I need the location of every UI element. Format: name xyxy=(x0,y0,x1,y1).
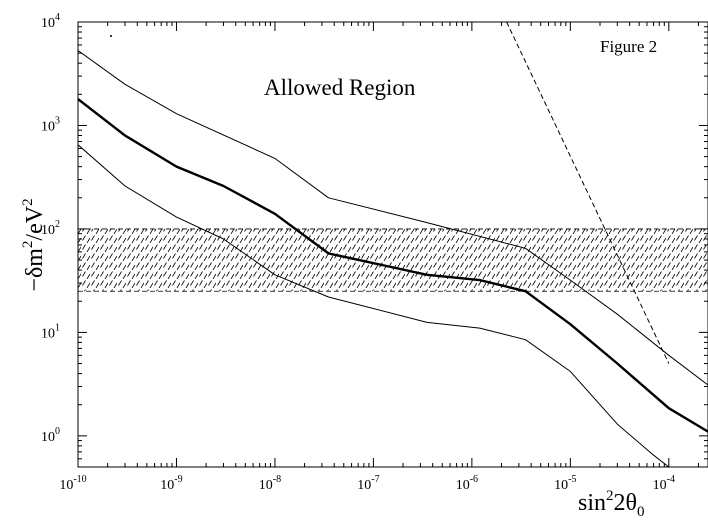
series-best-fit xyxy=(78,98,708,433)
hatched-band xyxy=(78,228,708,292)
series-dashed-limit xyxy=(506,22,670,364)
series-lower-bound xyxy=(78,144,670,467)
ticks-layer: 10-10 10-9 10-8 10-7 10-6 10-5 10-4 100 101 102 10… xyxy=(41,12,708,493)
y-axis-title-sup2: 2 xyxy=(20,198,36,206)
x-tick-label: 10-5 xyxy=(554,474,576,493)
x-tick-label: 10-10 xyxy=(59,474,86,493)
x-tick-label: 10-8 xyxy=(259,474,281,493)
x-axis-title-sup: 2 xyxy=(606,488,614,504)
y-axis-title-mid: /eV xyxy=(22,205,48,240)
y-axis-title-sup1: 2 xyxy=(20,241,36,249)
x-axis-title-mid: 2θ xyxy=(614,490,638,516)
stray-dot-mark xyxy=(110,35,112,37)
y-axis-title-base: −δm xyxy=(22,248,48,292)
figure-label: Figure 2 xyxy=(600,37,657,56)
x-tick-label: 10-9 xyxy=(160,474,182,493)
x-tick-label: 10-4 xyxy=(653,474,675,493)
series-upper-bound xyxy=(78,50,708,386)
y-tick-label: 103 xyxy=(41,115,60,134)
hatched-band-layer xyxy=(78,228,708,292)
y-tick-label: 101 xyxy=(41,322,60,341)
series-layer xyxy=(78,22,708,467)
x-axis-title-base: sin xyxy=(578,490,606,516)
x-axis-title-sub: 0 xyxy=(637,504,645,520)
allowed-region-annotation: Allowed Region xyxy=(264,75,416,100)
y-tick-label: 100 xyxy=(41,426,60,445)
y-tick-label: 102 xyxy=(41,219,60,238)
y-tick-label: 104 xyxy=(41,12,60,31)
x-tick-label: 10-7 xyxy=(357,474,379,493)
y-axis-title: −δm2/eV2 xyxy=(20,198,48,291)
x-axis-title: sin22θ0 xyxy=(578,488,645,520)
x-tick-label: 10-6 xyxy=(456,474,478,493)
plot-frame xyxy=(77,21,708,468)
